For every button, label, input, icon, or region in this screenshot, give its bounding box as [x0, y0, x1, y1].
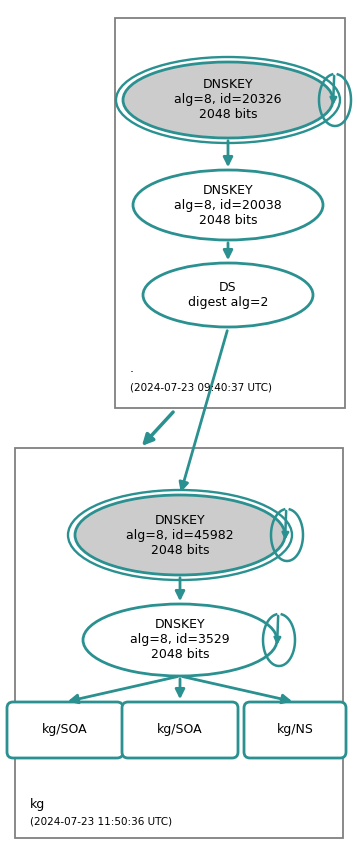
Text: DNSKEY
alg=8, id=3529
2048 bits: DNSKEY alg=8, id=3529 2048 bits: [130, 618, 230, 662]
Text: DNSKEY
alg=8, id=20326
2048 bits: DNSKEY alg=8, id=20326 2048 bits: [174, 79, 282, 121]
Text: kg: kg: [30, 798, 45, 811]
Text: kg/SOA: kg/SOA: [42, 723, 88, 736]
FancyBboxPatch shape: [15, 448, 343, 838]
FancyBboxPatch shape: [7, 702, 123, 758]
Ellipse shape: [133, 170, 323, 240]
FancyBboxPatch shape: [115, 18, 345, 408]
FancyBboxPatch shape: [122, 702, 238, 758]
Ellipse shape: [123, 62, 333, 138]
FancyBboxPatch shape: [244, 702, 346, 758]
Text: DNSKEY
alg=8, id=45982
2048 bits: DNSKEY alg=8, id=45982 2048 bits: [126, 514, 234, 556]
Text: .: .: [130, 362, 134, 375]
Text: kg/NS: kg/NS: [277, 723, 313, 736]
Text: DS
digest alg=2: DS digest alg=2: [188, 281, 268, 309]
Text: (2024-07-23 11:50:36 UTC): (2024-07-23 11:50:36 UTC): [30, 816, 172, 826]
Text: DNSKEY
alg=8, id=20038
2048 bits: DNSKEY alg=8, id=20038 2048 bits: [174, 183, 282, 227]
Ellipse shape: [143, 263, 313, 327]
Text: kg/SOA: kg/SOA: [157, 723, 203, 736]
Ellipse shape: [75, 495, 285, 575]
Ellipse shape: [83, 604, 277, 676]
Text: (2024-07-23 09:40:37 UTC): (2024-07-23 09:40:37 UTC): [130, 382, 272, 392]
